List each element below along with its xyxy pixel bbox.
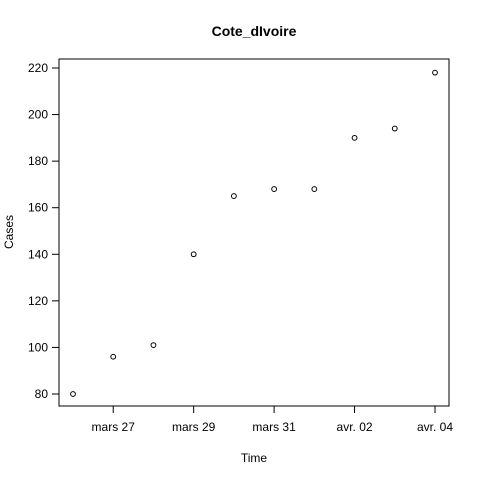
data-point [70,391,76,397]
data-point [110,353,117,360]
y-axis: 80 100 120 140 160 180 200 220 [28,61,60,401]
x-axis: mars 27 mars 29 mars 31 avr. 02 avr. 04 [92,405,453,434]
data-point [432,69,438,76]
y-tick-label: 140 [28,247,48,261]
plot-frame [58,58,450,407]
y-tick-label: 160 [28,201,48,215]
x-tick-label: avr. 02 [337,420,373,434]
x-axis-label: Time [241,451,268,465]
data-point [351,134,358,141]
x-tick-label: mars 27 [92,420,136,434]
y-tick-label: 80 [35,387,49,401]
x-tick-label: mars 31 [252,420,296,434]
data-point [230,193,237,199]
x-tick-label: avr. 04 [417,420,453,434]
data-point [150,342,157,349]
chart-title: Cote_dIvoire [212,23,297,39]
data-point [391,125,398,132]
y-tick-label: 180 [28,154,48,168]
x-tick-label: mars 29 [172,420,216,434]
data-point [190,251,197,258]
data-points [70,69,438,397]
data-point [311,186,318,192]
y-tick-label: 120 [28,294,48,308]
data-point [271,186,278,192]
y-tick-label: 200 [28,108,48,122]
y-tick-label: 220 [28,61,48,75]
y-tick-label: 100 [28,340,48,354]
y-axis-label: Cases [2,215,16,249]
